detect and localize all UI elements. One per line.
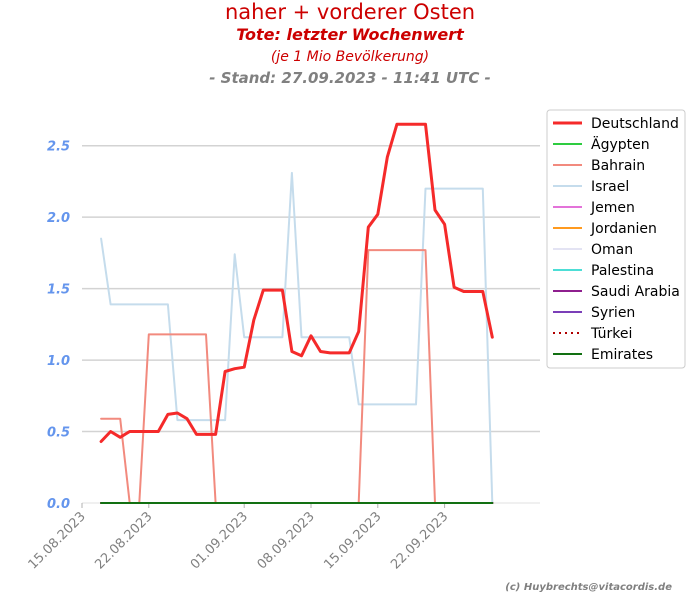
y-tick-label: 0.5 xyxy=(47,426,70,441)
legend-box xyxy=(546,109,686,369)
legend-label: Oman xyxy=(591,242,633,258)
y-tick-label: 1.0 xyxy=(47,354,70,369)
y-tick-label: 2.0 xyxy=(47,211,70,226)
x-tick-label: 15.08.2023 xyxy=(26,509,89,572)
legend-label: Saudi Arabia xyxy=(591,284,680,300)
series-layer xyxy=(99,122,494,504)
legend: Deutschland Ägypten Bahrain Israel Jemen Jord… xyxy=(546,109,686,369)
x-tick-label: 22.08.2023 xyxy=(92,509,155,572)
chart-subtitle: Tote: letzter Wochenwert xyxy=(236,25,465,44)
chart-title: naher + vorderer Osten xyxy=(225,0,475,24)
legend-label: Israel xyxy=(591,179,629,195)
y-tick-label: 1.5 xyxy=(47,283,70,298)
chart-credit: (c) Huybrechts@vitacordis.de xyxy=(505,582,672,593)
chart-stand: - Stand: 27.09.2023 - 11:41 UTC - xyxy=(209,69,491,87)
legend-label: Jordanien xyxy=(590,221,657,237)
x-tick-label: 08.09.2023 xyxy=(255,509,318,572)
y-tick-label: 2.5 xyxy=(47,140,70,155)
axis-layer: 0.0 0.5 1.0 1.5 2.0 2.5 15.08.2023 22.08.2023 01… xyxy=(26,140,540,572)
legend-label: Deutschland xyxy=(591,116,679,132)
legend-label: Jemen xyxy=(590,200,635,216)
y-tick-label: 0.0 xyxy=(47,497,70,512)
x-tick-label: 15.09.2023 xyxy=(321,509,384,572)
legend-label: Palestina xyxy=(591,263,654,279)
legend-label: Bahrain xyxy=(591,158,645,174)
series-line-deutschland xyxy=(99,122,494,443)
x-tick-label: 22.09.2023 xyxy=(388,509,451,572)
legend-label: Türkei xyxy=(590,326,632,342)
legend-label: Ägypten xyxy=(591,135,650,153)
grid-layer xyxy=(82,144,540,433)
chart-subtitle-unit: (je 1 Mio Bevölkerung) xyxy=(271,49,429,65)
legend-label: Emirates xyxy=(591,347,653,363)
x-tick-label: 01.09.2023 xyxy=(188,509,251,572)
legend-label: Syrien xyxy=(591,305,635,321)
series-line-israel xyxy=(100,171,494,504)
